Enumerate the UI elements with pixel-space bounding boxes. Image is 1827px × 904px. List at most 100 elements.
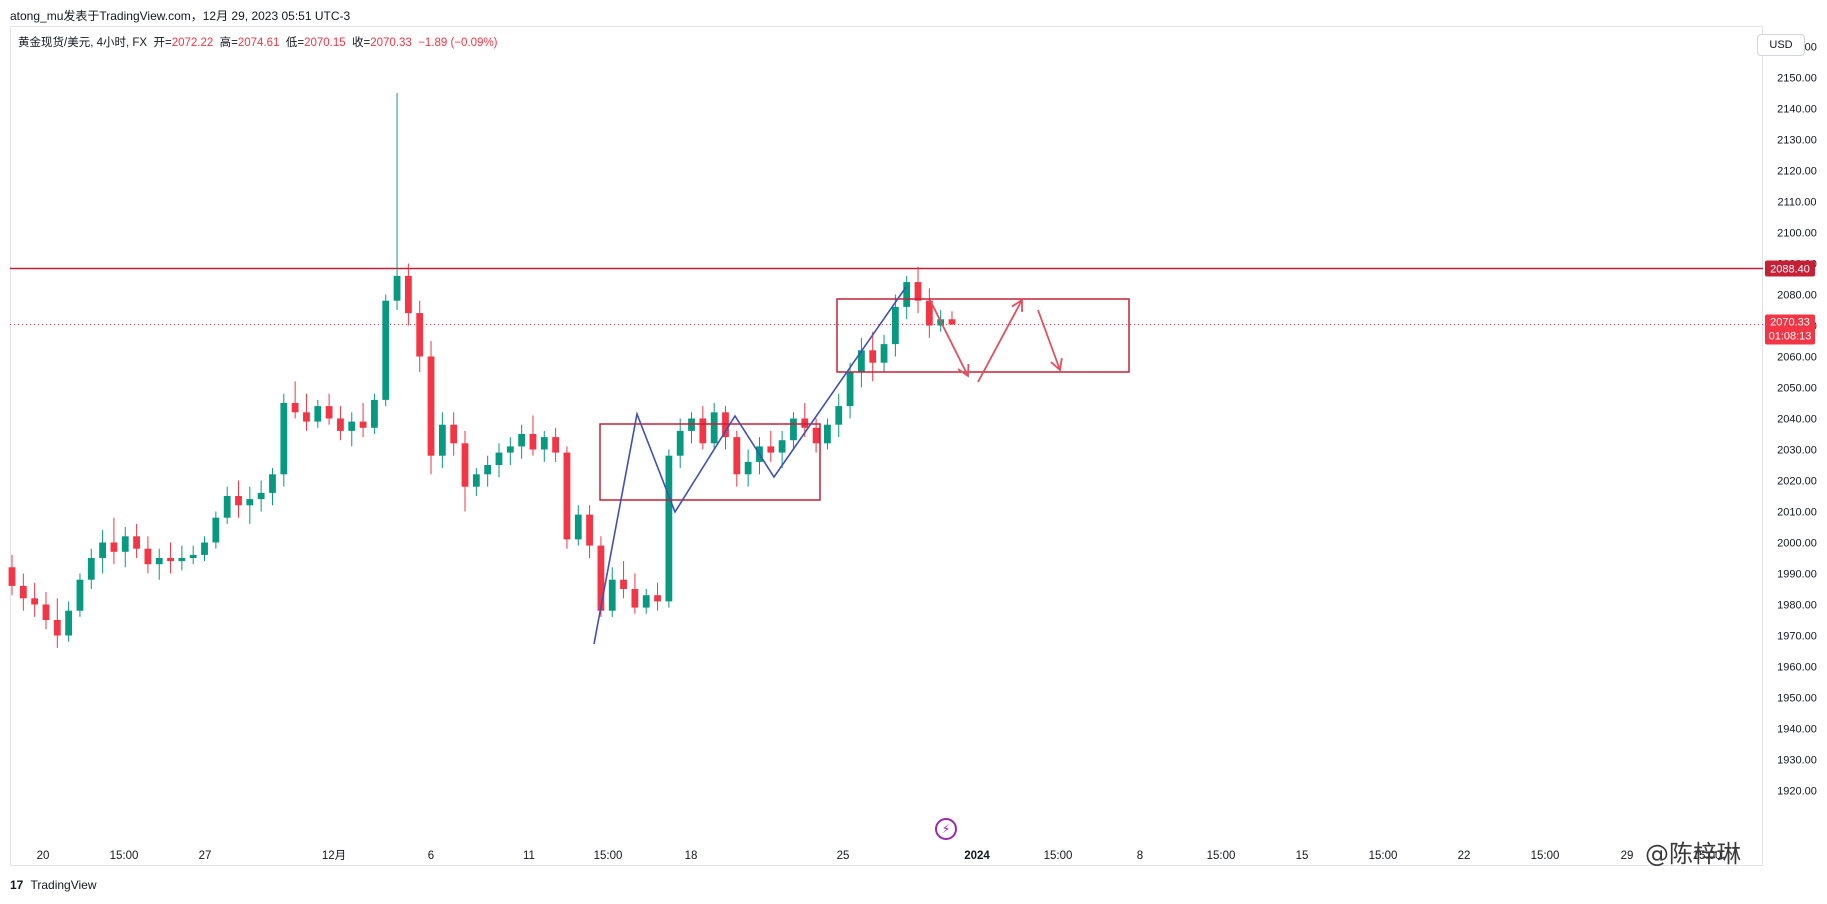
candle-body bbox=[506, 446, 514, 453]
candle-body bbox=[8, 567, 16, 586]
symbol-label: 黄金现货/美元, 4小时, FX bbox=[18, 37, 148, 49]
candle-body bbox=[574, 514, 582, 540]
x-tick-label: 8 bbox=[1137, 850, 1143, 862]
y-tick-label: 1950.00 bbox=[1777, 693, 1817, 705]
candle-body bbox=[484, 465, 492, 475]
low-value: 2070.15 bbox=[304, 37, 346, 49]
candle-body bbox=[155, 558, 163, 565]
candle-body bbox=[790, 418, 797, 441]
tradingview-logo: 17 bbox=[10, 878, 24, 892]
close-value: 2070.33 bbox=[370, 37, 412, 49]
candle-body bbox=[903, 282, 911, 307]
candle-body bbox=[382, 300, 390, 400]
candle-body bbox=[710, 412, 718, 444]
candle-body bbox=[858, 350, 865, 372]
lightning-icon[interactable]: ⚡ bbox=[935, 818, 957, 840]
candle-body bbox=[552, 437, 560, 453]
candle-body bbox=[325, 406, 333, 419]
top-bar: atong_mu发表于TradingView.com，12月 29, 2023 … bbox=[0, 0, 1827, 26]
candle-body bbox=[121, 536, 129, 552]
candle-body bbox=[246, 499, 254, 506]
candle-body bbox=[914, 282, 922, 301]
x-tick-label: 15:00 bbox=[1369, 850, 1398, 862]
candle-body bbox=[869, 350, 877, 363]
candle-body bbox=[529, 434, 537, 450]
x-tick-label: 29 bbox=[1621, 850, 1634, 862]
y-tick-label: 1960.00 bbox=[1777, 662, 1817, 674]
candle-body bbox=[31, 598, 39, 605]
footer-brand[interactable]: 17 TradingView bbox=[10, 878, 97, 892]
candle-body bbox=[291, 403, 299, 413]
forecast-arrowhead bbox=[957, 363, 970, 378]
candle-body bbox=[767, 446, 775, 453]
candle-body bbox=[133, 536, 140, 549]
y-tick-label: 2120.00 bbox=[1777, 166, 1817, 178]
x-tick-label: 6 bbox=[428, 850, 434, 862]
y-tick-label: 2110.00 bbox=[1778, 197, 1817, 209]
candle-body bbox=[540, 437, 548, 450]
candle-body bbox=[642, 595, 650, 608]
candle-body bbox=[359, 421, 367, 428]
chart-pane[interactable] bbox=[10, 26, 1763, 866]
y-tick-label: 2000.00 bbox=[1777, 538, 1817, 550]
y-tick-label: 1990.00 bbox=[1777, 569, 1817, 581]
x-tick-label: 15 bbox=[1296, 850, 1309, 862]
last-price-tag bbox=[1765, 314, 1815, 345]
x-tick-label: 15:00 bbox=[1044, 850, 1073, 862]
author-watermark: @陈梓琳 bbox=[1645, 840, 1741, 868]
candle-body bbox=[348, 421, 356, 431]
publisher-info: atong_mu发表于TradingView.com，12月 29, 2023 … bbox=[10, 9, 351, 23]
y-tick-label: 2040.00 bbox=[1777, 414, 1817, 426]
candle-body bbox=[280, 403, 288, 475]
countdown-label: 01:08:13 bbox=[1769, 330, 1812, 342]
candle-body bbox=[846, 372, 854, 407]
x-tick-label: 15:00 bbox=[1207, 850, 1236, 862]
candle-body bbox=[53, 620, 61, 636]
candle-body bbox=[269, 474, 276, 493]
currency-button[interactable]: USD bbox=[1757, 34, 1805, 56]
candle-body bbox=[314, 406, 322, 422]
open-label: 开= bbox=[153, 37, 172, 49]
x-tick-label: 12月 bbox=[322, 850, 346, 862]
candle-body bbox=[699, 418, 707, 444]
y-tick-label: 2010.00 bbox=[1777, 507, 1817, 519]
forecast-arrow bbox=[977, 299, 1023, 383]
y-tick-label: 2060.00 bbox=[1777, 352, 1817, 364]
candle-body bbox=[824, 424, 831, 444]
candle-body bbox=[948, 319, 956, 325]
low-label: 低= bbox=[285, 37, 305, 49]
x-tick-label: 15:00 bbox=[110, 850, 139, 862]
candle-body bbox=[76, 579, 84, 611]
candle-body bbox=[495, 452, 503, 465]
y-tick-label: 1940.00 bbox=[1777, 724, 1817, 736]
candle-body bbox=[223, 496, 231, 518]
candle-body bbox=[925, 300, 933, 326]
y-tick-label: 2140.00 bbox=[1777, 104, 1817, 116]
candle-body bbox=[371, 399, 378, 428]
y-tick-label: 1920.00 bbox=[1777, 786, 1817, 798]
candle-body bbox=[178, 558, 186, 562]
candle-body bbox=[427, 356, 435, 456]
y-tick-label: 2050.00 bbox=[1777, 383, 1817, 395]
x-tick-label: 18 bbox=[685, 850, 698, 862]
candle-body bbox=[201, 542, 208, 555]
y-tick-label: 2020.00 bbox=[1777, 476, 1817, 488]
candle-body bbox=[110, 542, 118, 552]
high-value: 2074.61 bbox=[237, 37, 280, 49]
candle-body bbox=[891, 306, 899, 345]
open-value: 2072.22 bbox=[171, 37, 214, 49]
candle-body bbox=[733, 437, 741, 475]
resistance-price-label: 2088.40 bbox=[1770, 263, 1810, 275]
y-tick-label: 2150.00 bbox=[1777, 73, 1817, 85]
candle-body bbox=[620, 579, 627, 589]
candle-body bbox=[563, 452, 571, 540]
candle-body bbox=[518, 434, 526, 447]
candle-body bbox=[42, 604, 50, 620]
candle-body bbox=[778, 440, 786, 453]
y-tick-label: 1930.00 bbox=[1777, 755, 1817, 767]
y-tick-label: 2030.00 bbox=[1777, 445, 1817, 457]
candle-body bbox=[303, 412, 310, 422]
x-tick-label: 25 bbox=[837, 850, 850, 862]
candle-body bbox=[438, 424, 446, 456]
